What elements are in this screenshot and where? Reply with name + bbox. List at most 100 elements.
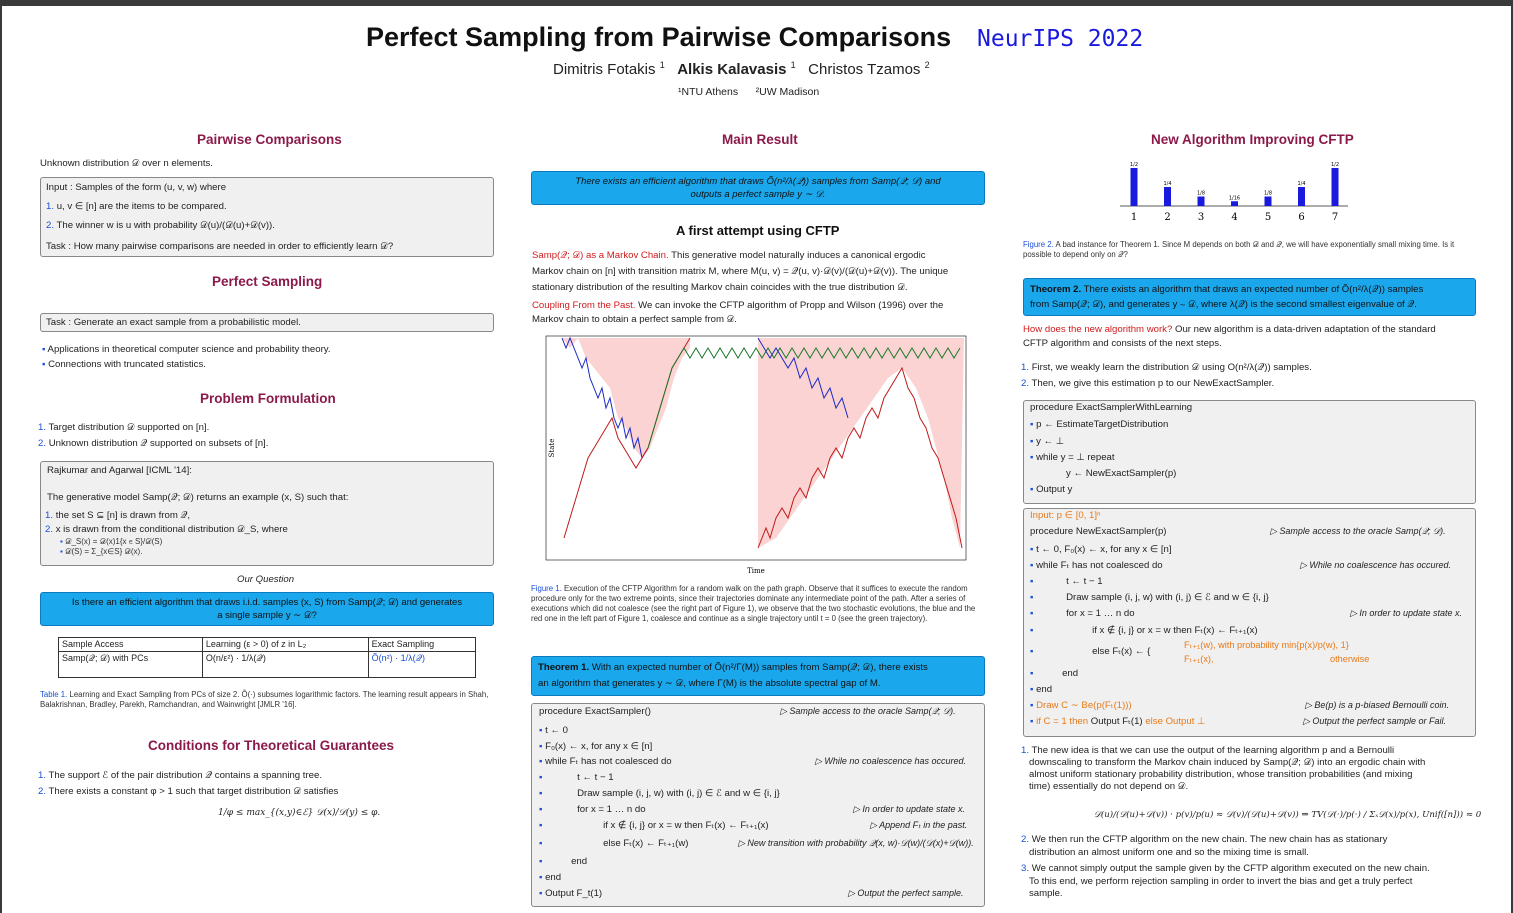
pc-item-1: 1. u, v ∈ [n] are the items to be compar… xyxy=(46,201,227,212)
alg-line-4: ▪ t ← t − 1 xyxy=(539,772,614,783)
alg-line-1: ▪ t ← 0 xyxy=(539,725,569,736)
x-tick-4: 4 xyxy=(1231,212,1237,223)
alg-proc: procedure ExactSampler() xyxy=(539,706,651,717)
table-cell-2: O(n/ε²) · 1/λ(𝒬) xyxy=(201,651,369,678)
figure-2-caption: Figure 2. A bad instance for Theorem 1. … xyxy=(1023,240,1455,259)
cond-item-2: 2. There exists a constant φ > 1 such th… xyxy=(38,786,339,797)
section-problem-formulation: Problem Formulation xyxy=(200,391,336,406)
bar-label-7: 1/2 xyxy=(1331,162,1339,168)
cftp-red-trajectory-right xyxy=(757,366,963,549)
cond-formula: 1/φ ≤ max_{(x,y)∈ℰ} 𝒟(x)/𝒟(y) ≤ φ. xyxy=(218,808,381,818)
x-tick-7: 7 xyxy=(1332,212,1338,223)
section-conditions: Conditions for Theoretical Guarantees xyxy=(148,738,395,753)
alg-line-8: ▪ else Fₜ(x) ← Fₜ₊₁(w) xyxy=(539,838,689,849)
x-tick-6: 6 xyxy=(1298,212,1304,223)
section-perfect-sampling: Perfect Sampling xyxy=(212,274,323,289)
a2-line-7: ▪ else Fₜ(x) ← { xyxy=(1030,646,1151,657)
ra-cite: Rajkumar and Agarwal [ICML '14]: xyxy=(47,465,192,476)
alg-line-9: ▪ end xyxy=(539,856,588,867)
pf-item-2: 2. Unknown distribution 𝒬 supported on s… xyxy=(38,438,269,449)
fa-p2-line2: Markov chain to obtain a perfect sample … xyxy=(532,314,737,325)
table-header-1: Sample Access xyxy=(58,637,203,652)
bar-4 xyxy=(1231,201,1238,206)
a2-line-5: ▪ for x = 1 … n do xyxy=(1030,608,1135,619)
bar-5 xyxy=(1264,196,1272,206)
table-header-3: Exact Sampling xyxy=(367,637,477,652)
section-first-attempt: A first attempt using CFTP xyxy=(676,223,840,238)
alg-line-7-comment: ▷ Append Fₜ in the past. xyxy=(870,820,968,830)
a2-line-10: ▪ Draw C ∼ Be(p(Fₜ(1))) xyxy=(1030,700,1132,711)
main-result-box: There exists an efficient algorithm that… xyxy=(531,171,985,205)
a2-line-4: ▪ Draw sample (i, j, w) with (i, j) ∈ ℰ … xyxy=(1030,592,1269,603)
a1-line-3: ▪ while y = ⊥ repeat xyxy=(1030,452,1115,463)
venue: NeurIPS 2022 xyxy=(977,26,1144,52)
a2-line-7a: Fₜ₊₁(w), with probability min{p(x)/p(w),… xyxy=(1184,640,1349,650)
cftp-blue-trajectory-right xyxy=(757,337,849,419)
ra-item-2a: ▪ 𝒟_S(x) = 𝒟(x)1{x ∈ S}/𝒟(S) xyxy=(60,537,163,546)
alg-line-3-comment: ▷ While no coalescence has occured. xyxy=(815,756,967,766)
bar-label-3: 1/8 xyxy=(1197,191,1205,197)
pc-intro: Unknown distribution 𝒟 over n elements. xyxy=(40,158,213,169)
a2-line-11: ▪ if C = 1 then Output Fₜ(1) else Output… xyxy=(1030,716,1206,727)
note-2: 2. We then run the CFTP algorithm on the… xyxy=(1021,834,1388,858)
author-3: Christos Tzamos xyxy=(808,61,921,78)
cftp-region-right xyxy=(758,338,964,548)
a2-line-1: ▪ t ← 0, F₀(x) ← x, for any x ∈ [n] xyxy=(1030,544,1172,555)
alg-line-7: ▪ if x ∉ {i, j} or x = w then Fₜ(x) ← Fₜ… xyxy=(539,820,769,831)
alg-line-2: ▪ F₀(x) ← x, for any x ∈ [n] xyxy=(539,741,653,752)
left-border xyxy=(0,0,2,913)
algorithm-exact-sampler xyxy=(531,703,985,907)
how-line-2: CFTP algorithm and consists of the next … xyxy=(1023,338,1222,349)
table-caption: Table 1. Learning and Exact Sampling fro… xyxy=(40,690,489,709)
table-header-2: Learning (ε > 0) of z in L₂ xyxy=(201,637,369,652)
pc-input: Input : Samples of the form (u, v, w) wh… xyxy=(46,182,227,193)
affiliations: ¹NTU Athens ²UW Madison xyxy=(678,86,820,98)
section-new-algorithm: New Algorithm Improving CFTP xyxy=(1151,132,1354,147)
authors: Dimitris Fotakis 1 Alkis Kalavasis 1 Chr… xyxy=(553,60,930,78)
cftp-y-label: State xyxy=(548,439,556,458)
fa-p2-line1: Coupling From the Past. We can invoke th… xyxy=(532,300,944,311)
ra-item-2: 2. x is drawn from the conditional distr… xyxy=(45,524,288,535)
table-cell-1: Samp(𝒬; 𝒟) with PCs xyxy=(58,651,203,678)
bar-label-5: 1/8 xyxy=(1264,191,1272,197)
a2-line-2: ▪ while Fₜ has not coalesced do xyxy=(1030,560,1163,571)
alg-line-5: ▪ Draw sample (i, j, w) with (i, j) ∈ ℰ … xyxy=(539,788,780,799)
ra-box xyxy=(40,461,494,566)
a1-line-2: ▪ y ← ⊥ xyxy=(1030,436,1065,447)
bar-7 xyxy=(1331,168,1339,206)
ps-bullet-1: ▪ Applications in theoretical computer s… xyxy=(42,344,331,355)
alg-line-10: ▪ end xyxy=(539,872,562,883)
a2-line-3: ▪ t ← t − 1 xyxy=(1030,576,1103,587)
ps-bullet-2: ▪ Connections with truncated statistics. xyxy=(42,359,206,370)
our-question-label: Our Question xyxy=(237,574,295,585)
x-tick-3: 3 xyxy=(1198,212,1204,223)
step-2: 2. Then, we give this estimation p to ou… xyxy=(1021,378,1275,389)
a1-line-1: ▪ p ← EstimateTargetDistribution xyxy=(1030,419,1169,430)
a1-proc: procedure ExactSamplerWithLearning xyxy=(1030,402,1193,413)
pc-input-box xyxy=(40,177,494,257)
fa-p1-line2: Markov chain on [n] with transition matr… xyxy=(532,266,949,277)
algorithm-with-learning xyxy=(1023,400,1476,504)
a2-line-10-comment: ▷ Be(p) is a p-biased Bernoulli coin. xyxy=(1305,700,1449,710)
a2-input: Input: p ∈ [0, 1]ⁿ xyxy=(1030,510,1101,521)
theorem-1-box: Theorem 1. With an expected number of Õ(… xyxy=(531,656,985,696)
comparison-table: Sample Access Learning (ε > 0) of z in L… xyxy=(58,637,477,678)
bar-1 xyxy=(1130,168,1138,206)
author-2: Alkis Kalavasis xyxy=(677,61,787,78)
bar-label-2: 1/4 xyxy=(1163,181,1171,187)
fa-p1-line3: stationary distribution of the resulting… xyxy=(532,282,908,293)
fa-p1-line1: Samp(𝒬; 𝒟) as a Markov Chain. This gener… xyxy=(532,250,926,261)
pc-item-2: 2. The winner w is u with probability 𝒟(… xyxy=(46,220,275,231)
theorem-2-box: Theorem 2. There exists an algorithm tha… xyxy=(1023,278,1476,316)
note-3: 3. We cannot simply output the sample gi… xyxy=(1021,863,1430,899)
figure-1-caption: Figure 1. Execution of the CFTP Algorith… xyxy=(531,584,976,623)
bar-2 xyxy=(1164,187,1171,206)
author-1: Dimitris Fotakis xyxy=(553,61,656,78)
a1-line-4: y ← NewExactSampler(p) xyxy=(1066,468,1177,479)
a2-line-8: ▪ end xyxy=(1030,668,1079,679)
bar-6 xyxy=(1298,187,1305,206)
x-tick-5: 5 xyxy=(1265,212,1271,223)
bar-label-1: 1/2 xyxy=(1130,162,1138,168)
a2-line-9: ▪ end xyxy=(1030,684,1053,695)
bar-chart-figure-2: 1/2 1 1/4 2 1/8 3 1/16 4 1/8 5 1/4 6 1/2 7 xyxy=(1120,162,1348,223)
